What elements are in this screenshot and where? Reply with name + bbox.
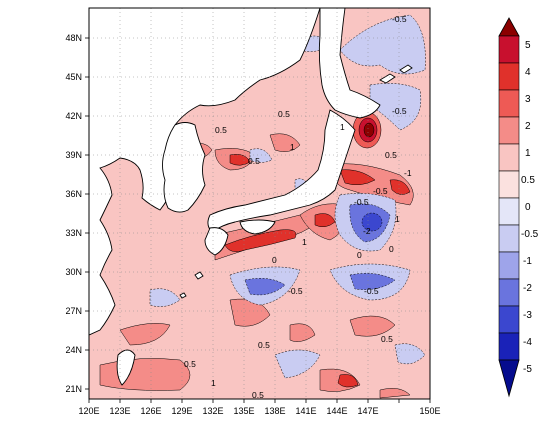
- very-strong-negative-region: [361, 212, 383, 232]
- colorbar-segment: [498, 278, 520, 307]
- strong-positive-regions: [224, 154, 411, 388]
- colorbar-label: 3: [525, 94, 531, 105]
- lon-label: 126E: [140, 406, 161, 416]
- colorbar-top-arrow: [498, 17, 520, 37]
- map-frame: [88, 7, 431, 400]
- colorbar-segment: [498, 305, 520, 334]
- colorbar-segment: [498, 116, 520, 145]
- contour-label: 0.5: [252, 390, 264, 400]
- colorbar-label: 0: [525, 202, 531, 213]
- colorbar-segment: [498, 197, 520, 226]
- contour-label: -0.5: [354, 197, 369, 207]
- colorbar-label: -2: [523, 283, 532, 294]
- colorbar-bottom-arrow: [498, 359, 520, 398]
- lon-label: 138E: [264, 406, 285, 416]
- lat-label: 36N: [65, 189, 82, 199]
- map-gridlines: [89, 8, 430, 399]
- colorbar-segment: [498, 35, 520, 64]
- contour-label: 0.5: [278, 109, 290, 119]
- axis-ticks: [85, 37, 431, 403]
- contour-label: 1: [340, 122, 345, 132]
- lon-label: 123E: [109, 406, 130, 416]
- longitude-labels: 120E 123E 126E 129E 132E 135E 138E 141E …: [78, 406, 440, 416]
- contour-label: -0.5: [392, 106, 407, 116]
- contour-label: 1: [290, 142, 295, 152]
- colorbar-label: 1: [525, 148, 531, 159]
- lat-label: 30N: [65, 267, 82, 277]
- colorbar-segment: [498, 224, 520, 253]
- colorbar-label: 4: [525, 67, 531, 78]
- colorbar-label: 5: [525, 40, 531, 51]
- colorbar-label: -5: [523, 364, 532, 375]
- ryukyu-island-1: [194, 271, 204, 280]
- contour-label: 0: [272, 255, 277, 265]
- contour-label: 0.5: [258, 340, 270, 350]
- colorbar-segment: [498, 143, 520, 172]
- lat-label: 48N: [65, 33, 82, 43]
- contour-label: 0: [389, 244, 394, 254]
- lat-label: 27N: [65, 306, 82, 316]
- contour-label: -1: [404, 168, 412, 178]
- colorbar-label: -1: [523, 256, 532, 267]
- contour-label: -2: [363, 226, 371, 236]
- contour-label: 0.5: [248, 156, 260, 166]
- colorbar-label: -0.5: [521, 229, 539, 240]
- china-korea-landmass: [88, 7, 321, 336]
- contour-label: -0.5: [364, 286, 379, 296]
- colorbar-label: -4: [523, 337, 532, 348]
- contour-label: 0.5: [184, 359, 196, 369]
- colorbar-segment: [498, 332, 520, 361]
- taiwan: [116, 349, 136, 386]
- colorbar-segment: [498, 170, 520, 199]
- lon-label: 150E: [419, 406, 440, 416]
- lon-label: 132E: [202, 406, 223, 416]
- colorbar-label: 2: [525, 121, 531, 132]
- land-masses: [88, 7, 413, 386]
- lon-label: 129E: [171, 406, 192, 416]
- honshu: [207, 109, 356, 233]
- lon-label: 120E: [78, 406, 99, 416]
- contour-label: 0.5: [215, 125, 227, 135]
- ryukyu-island-2: [179, 292, 187, 299]
- contour-label: 1: [302, 237, 307, 247]
- very-strong-positive-region: [352, 111, 382, 149]
- lon-label: 135E: [233, 406, 254, 416]
- lat-label: 42N: [65, 111, 82, 121]
- lat-label: 24N: [65, 345, 82, 355]
- lon-label: 141E: [295, 406, 316, 416]
- shikoku: [239, 219, 276, 235]
- latitude-labels: 21N 24N 27N 30N 33N 36N 39N 42N 45N 48N: [65, 33, 82, 394]
- colorbar-label: 0.5: [521, 175, 535, 186]
- lon-label: 147E: [357, 406, 378, 416]
- lon-label: 144E: [326, 406, 347, 416]
- kuril-arc: [379, 64, 413, 84]
- colorbar: 5 4 3 2 1 0.5 0 -0.5 -1 -2 -3 -4 -5: [498, 17, 539, 398]
- contour-label: 1: [211, 378, 216, 388]
- lat-label: 33N: [65, 228, 82, 238]
- contour-label: 1: [395, 214, 400, 224]
- colorbar-label: -3: [523, 310, 532, 321]
- contour-label: 0: [357, 250, 362, 260]
- sakhalin-hokkaido: [318, 7, 381, 119]
- colorbar-segment: [498, 62, 520, 91]
- kyushu: [204, 227, 229, 256]
- lat-label: 45N: [65, 72, 82, 82]
- contour-label: 0.5: [381, 334, 393, 344]
- korea-peninsula: [162, 122, 206, 213]
- contour-label: 0.5: [385, 150, 397, 160]
- colorbar-segment: [498, 89, 520, 118]
- lat-label: 39N: [65, 150, 82, 160]
- colorbar-segment: [498, 251, 520, 280]
- contour-label: -0.5: [288, 286, 303, 296]
- contour-label: -0.5: [373, 186, 388, 196]
- lat-label: 21N: [65, 384, 82, 394]
- contour-labels: -0.5 0.5 1 0.5 1 0 -0.5 0.5 1 0.5 -0.5 -…: [184, 14, 412, 400]
- contour-label: -0.5: [392, 14, 407, 24]
